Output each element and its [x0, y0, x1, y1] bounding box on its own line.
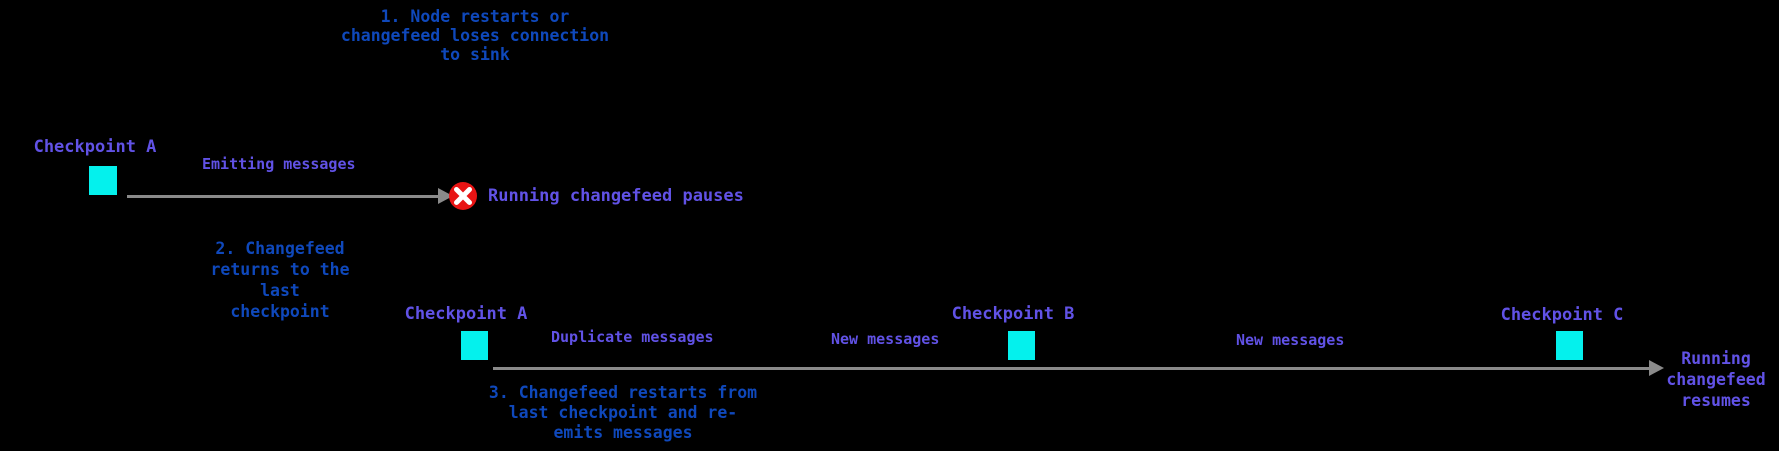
timeline1-arrowhead [438, 188, 453, 204]
changefeed-paused-error-icon [449, 182, 477, 210]
checkpoint-b-label: Checkpoint B [951, 304, 1075, 324]
timeline2-arrowhead [1649, 360, 1664, 376]
checkpoint-a-marker-2 [461, 331, 488, 360]
resume-label: Running changefeed resumes [1666, 349, 1766, 410]
duplicate-messages-label: Duplicate messages [551, 328, 714, 346]
checkpoint-c-label: Checkpoint C [1500, 305, 1624, 325]
timeline1-arrow-line [127, 195, 438, 198]
checkpoint-c-marker [1556, 331, 1583, 360]
checkpoint-a-marker-1 [89, 166, 117, 195]
checkpoint-b-marker [1008, 331, 1035, 360]
emitting-messages-label: Emitting messages [202, 155, 356, 173]
step3-note: 3. Changefeed restarts from last checkpo… [488, 383, 758, 442]
checkpoint-a-label-1: Checkpoint A [33, 137, 157, 157]
new-messages-label-2: New messages [1236, 331, 1345, 349]
pause-label: Running changefeed pauses [488, 186, 744, 206]
step1-note: 1. Node restarts or changefeed loses con… [340, 7, 610, 64]
step2-note: 2. Changefeed returns to the last checkp… [210, 239, 350, 321]
timeline2-arrow-line [493, 367, 1649, 370]
checkpoint-a-label-2: Checkpoint A [404, 304, 528, 324]
new-messages-label-1: New messages [831, 330, 940, 348]
